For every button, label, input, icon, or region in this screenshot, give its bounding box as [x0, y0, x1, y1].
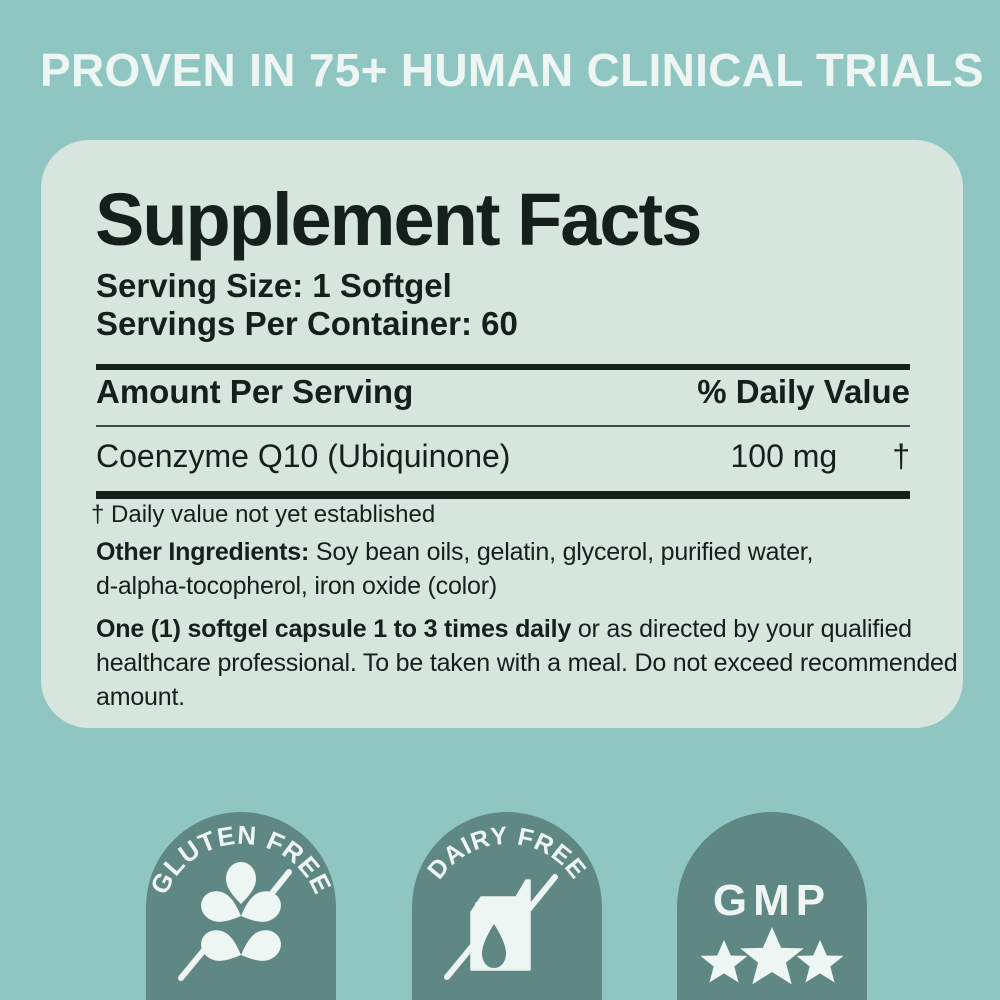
svg-text:GMP: GMP — [713, 876, 831, 925]
svg-text:DAIRY FREE: DAIRY FREE — [422, 822, 592, 885]
